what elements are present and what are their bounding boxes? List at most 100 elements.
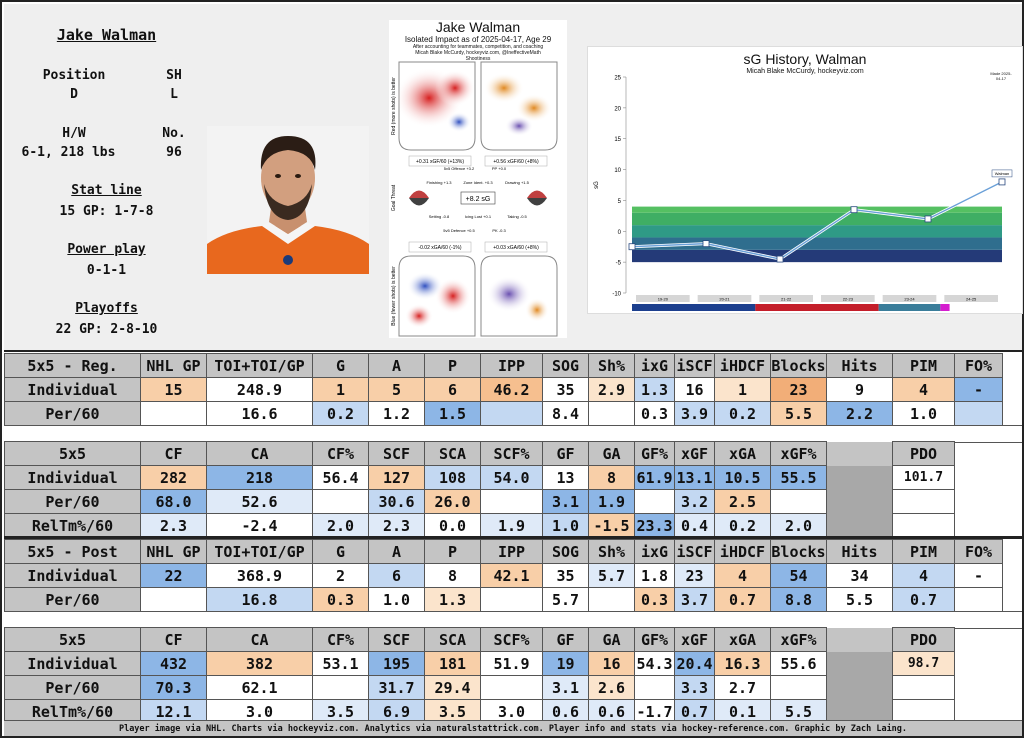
stat-cell bbox=[480, 401, 543, 426]
stat-cell: 1.2 bbox=[368, 401, 425, 426]
y-tick-label: 5 bbox=[618, 199, 622, 205]
stat-cell: 101.7 bbox=[892, 465, 955, 490]
stat-cell: 16.8 bbox=[206, 587, 313, 612]
skill-band bbox=[632, 225, 1002, 238]
stat-cell bbox=[892, 699, 955, 724]
shoots-value: L bbox=[170, 87, 178, 102]
y-tick-label: 10 bbox=[614, 168, 621, 174]
column-header: A bbox=[368, 353, 425, 378]
stat-cell: 3.1 bbox=[542, 489, 589, 514]
column-header bbox=[826, 441, 893, 466]
powerplay-label: Power play bbox=[67, 242, 146, 257]
y-tick-label: 0 bbox=[618, 230, 622, 236]
stat-cell: 54.3 bbox=[634, 651, 675, 676]
stat-cell: 8.8 bbox=[770, 587, 827, 612]
sg-plot: -10 -5 0 5 10 15 20 25 sG Walman 19-20 20-21 21-22 22… bbox=[594, 76, 1013, 311]
data-point bbox=[924, 215, 932, 223]
stat-cell: 248.9 bbox=[206, 377, 313, 402]
stat-cell: 1.9 bbox=[588, 489, 635, 514]
defence-right-value: +0.03 xGA/60 (+8%) bbox=[493, 245, 539, 251]
data-point bbox=[850, 206, 858, 214]
regular-season-individual-table: 5x5 - Reg. NHL GP TOI+TOI/GP G A P IPP SOG Sh% ix… bbox=[4, 353, 1003, 426]
team-bar bbox=[632, 304, 756, 311]
column-header: Sh% bbox=[588, 353, 635, 378]
stat-cell: 181 bbox=[424, 651, 481, 676]
stat-cell: 16.6 bbox=[206, 401, 313, 426]
stat-cell: 16.3 bbox=[714, 651, 771, 676]
table-title: 5x5 - Post bbox=[4, 539, 141, 564]
icing-box: Icing Lost +0.1 bbox=[465, 214, 492, 219]
column-header bbox=[826, 627, 893, 652]
stat-cell: 2.2 bbox=[826, 401, 893, 426]
column-header: xGF% bbox=[770, 627, 827, 652]
stat-cell: 20.4 bbox=[674, 651, 715, 676]
stat-cell: 19 bbox=[542, 651, 589, 676]
stat-cell: 3.0 bbox=[480, 699, 543, 724]
stat-cell: 26.0 bbox=[424, 489, 481, 514]
stat-cell: 5 bbox=[368, 377, 425, 402]
table-title: 5x5 - Reg. bbox=[4, 353, 141, 378]
season-box bbox=[821, 295, 875, 302]
series-end-label: Walman bbox=[995, 171, 1010, 176]
season-label: 22-23 bbox=[843, 297, 854, 302]
stat-cell: 3.9 bbox=[674, 401, 715, 426]
stat-cell: 22 bbox=[140, 563, 207, 588]
table-row: RelTm%/60 2.3 -2.4 2.0 2.3 0.0 1.9 1.0 -1.5 23.3 0… bbox=[4, 513, 1003, 538]
stat-cell: 2 bbox=[312, 563, 369, 588]
stat-cell bbox=[770, 675, 827, 700]
season-label: 21-22 bbox=[781, 297, 792, 302]
stat-cell: 51.9 bbox=[480, 651, 543, 676]
row-label: Per/60 bbox=[4, 587, 141, 612]
column-header: TOI+TOI/GP bbox=[206, 539, 313, 564]
zone-box: Zone Ident. +0.3 bbox=[463, 180, 493, 185]
y-tick-label: 20 bbox=[614, 106, 621, 112]
stat-cell: 54 bbox=[770, 563, 827, 588]
stat-cell: 13 bbox=[542, 465, 589, 490]
stat-cell: 12.1 bbox=[140, 699, 207, 724]
column-header: CF% bbox=[312, 627, 369, 652]
column-header: CF bbox=[140, 441, 207, 466]
stat-cell: 1.0 bbox=[368, 587, 425, 612]
impact-subtitle: Isolated Impact as of 2025-04-17, Age 29 bbox=[404, 35, 552, 44]
stat-cell: 108 bbox=[424, 465, 481, 490]
skill-band bbox=[632, 249, 1002, 263]
defence-box: 5v5 Defence +0.5 bbox=[443, 228, 475, 233]
column-header: Blocks bbox=[770, 353, 827, 378]
stat-cell: 23.3 bbox=[634, 513, 675, 538]
position-value: D bbox=[70, 87, 78, 102]
offence-box: 5v5 Offence +3.2 bbox=[444, 166, 475, 171]
stat-cell: 16 bbox=[588, 651, 635, 676]
table-row: Per/60 16.6 0.2 1.2 1.5 8.4 0.3 3.9 0.2 5.5 2.2 1.0 bbox=[4, 401, 1003, 426]
column-header: SCA bbox=[424, 441, 481, 466]
column-header: GF bbox=[542, 627, 589, 652]
stat-cell: 56.4 bbox=[312, 465, 369, 490]
stat-cell: 2.0 bbox=[770, 513, 827, 538]
data-point bbox=[702, 240, 710, 248]
stat-cell: -1.5 bbox=[588, 513, 635, 538]
column-header: GF% bbox=[634, 627, 675, 652]
row-label: Individual bbox=[4, 377, 141, 402]
stat-cell bbox=[634, 489, 675, 514]
column-header: FO% bbox=[954, 353, 1003, 378]
offence-right-value: +0.56 xGF/60 (+8%) bbox=[493, 159, 539, 165]
stat-cell: 46.2 bbox=[480, 377, 543, 402]
column-header: xGA bbox=[714, 627, 771, 652]
season-label: 20-21 bbox=[719, 297, 730, 302]
shoots-label: SH bbox=[166, 68, 182, 83]
team-bar bbox=[940, 304, 950, 311]
stat-cell: 0.2 bbox=[714, 401, 771, 426]
stat-cell: 0.6 bbox=[542, 699, 589, 724]
column-header: SCF% bbox=[480, 627, 543, 652]
skill-band bbox=[632, 212, 1002, 226]
stat-cell: 4 bbox=[892, 377, 955, 402]
stat-cell: 2.3 bbox=[368, 513, 425, 538]
table-row: Individual 22 368.9 2 6 8 42.1 35 5.7 1.8 23 4 54 34 4… bbox=[4, 563, 1003, 588]
table-row: Individual 282 218 56.4 127 108 54.0 13 8 61.9 13.… bbox=[4, 465, 1003, 490]
stat-cell: 2.3 bbox=[140, 513, 207, 538]
y-tick-label: -10 bbox=[612, 292, 621, 298]
stat-cell: 70.3 bbox=[140, 675, 207, 700]
column-header: P bbox=[424, 539, 481, 564]
column-header: Blocks bbox=[770, 539, 827, 564]
row-label: Per/60 bbox=[4, 401, 141, 426]
stat-cell bbox=[634, 675, 675, 700]
